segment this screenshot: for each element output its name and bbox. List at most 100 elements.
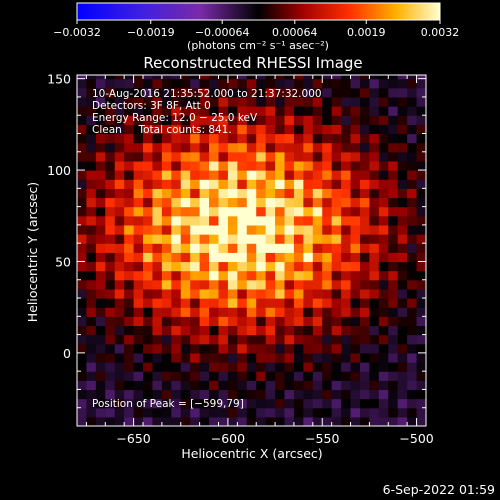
heatmap-cell: [152, 353, 162, 363]
heatmap-cell: [96, 188, 106, 198]
heatmap-cell: [266, 362, 276, 372]
heatmap-cell: [152, 307, 162, 317]
heatmap-cell: [266, 161, 276, 171]
heatmap-cell: [285, 143, 295, 153]
heatmap-cell: [294, 234, 304, 244]
heatmap-cell: [341, 124, 351, 134]
heatmap-cell: [237, 271, 247, 281]
heatmap-cell: [285, 179, 295, 189]
heatmap-cell: [313, 389, 323, 399]
heatmap-cell: [162, 170, 172, 180]
heatmap-cell: [190, 307, 200, 317]
colorbar-gradient: [77, 3, 440, 20]
heatmap-cell: [407, 88, 417, 98]
heatmap-cell: [96, 143, 106, 153]
heatmap-cell: [313, 261, 323, 271]
heatmap-cell: [379, 417, 389, 427]
heatmap-cell: [256, 353, 266, 363]
heatmap-cell: [96, 170, 106, 180]
heatmap-cell: [388, 124, 398, 134]
heatmap-cell: [322, 216, 332, 226]
heatmap-cell: [294, 106, 304, 116]
heatmap-cell: [332, 307, 342, 317]
heatmap-cell: [181, 289, 191, 299]
heatmap-cell: [105, 271, 115, 281]
heatmap-cell: [134, 353, 144, 363]
heatmap-cell: [171, 344, 181, 354]
heatmap-cell: [218, 161, 228, 171]
heatmap-cell: [162, 161, 172, 171]
heatmap-cell: [388, 134, 398, 144]
heatmap-cell: [77, 280, 87, 290]
heatmap-cell: [77, 152, 87, 162]
heatmap-cell: [313, 188, 323, 198]
heatmap-cell: [294, 298, 304, 308]
heatmap-cell: [247, 325, 257, 335]
heatmap-cell: [256, 280, 266, 290]
heatmap-cell: [360, 134, 370, 144]
heatmap-cell: [171, 197, 181, 207]
heatmap-cell: [200, 344, 210, 354]
heatmap-cell: [200, 179, 210, 189]
heatmap-cell: [266, 335, 276, 345]
annotation-time-range: 10-Aug-2016 21:35:52.000 to 21:37:32.000: [92, 88, 322, 100]
heatmap-cell: [134, 216, 144, 226]
heatmap-cell: [294, 170, 304, 180]
heatmap-cell: [190, 188, 200, 198]
heatmap-cell: [115, 234, 125, 244]
heatmap-cell: [351, 188, 361, 198]
heatmap-cell: [266, 79, 276, 89]
heatmap-cell: [256, 79, 266, 89]
heatmap-cell: [86, 371, 96, 381]
heatmap-cell: [115, 243, 125, 253]
heatmap-cell: [332, 399, 342, 409]
heatmap-cell: [285, 252, 295, 262]
heatmap-cell: [181, 325, 191, 335]
heatmap-cell: [294, 325, 304, 335]
heatmap-cell: [407, 325, 417, 335]
heatmap-cell: [256, 115, 266, 125]
heatmap-cell: [96, 197, 106, 207]
heatmap-cell: [379, 106, 389, 116]
heatmap-cell: [162, 362, 172, 372]
heatmap-cell: [407, 417, 417, 427]
heatmap-cell: [303, 207, 313, 217]
heatmap-cell: [143, 316, 153, 326]
heatmap-cell: [124, 179, 134, 189]
heatmap-cell: [237, 252, 247, 262]
heatmap-cell: [388, 152, 398, 162]
heatmap-cell: [105, 70, 115, 80]
heatmap-cell: [351, 408, 361, 418]
heatmap-cell: [96, 234, 106, 244]
heatmap-cell: [96, 161, 106, 171]
heatmap-cell: [105, 417, 115, 427]
heatmap-cell: [171, 417, 181, 427]
heatmap-cell: [105, 179, 115, 189]
heatmap-cell: [275, 115, 285, 125]
heatmap-cell: [256, 179, 266, 189]
heatmap-cell: [303, 106, 313, 116]
heatmap-cell: [322, 252, 332, 262]
heatmap-cell: [77, 344, 87, 354]
heatmap-cell: [124, 234, 134, 244]
heatmap-cell: [351, 179, 361, 189]
heatmap-cell: [152, 152, 162, 162]
heatmap-cell: [237, 207, 247, 217]
heatmap-cell: [247, 225, 257, 235]
heatmap-cell: [200, 197, 210, 207]
heatmap-cell: [200, 207, 210, 217]
x-tick-label: −550: [305, 431, 339, 446]
heatmap-cell: [351, 234, 361, 244]
heatmap-cell: [313, 152, 323, 162]
heatmap-cell: [96, 79, 106, 89]
heatmap-cell: [341, 243, 351, 253]
heatmap-cell: [134, 307, 144, 317]
heatmap-cell: [171, 207, 181, 217]
heatmap-cell: [190, 170, 200, 180]
heatmap-cell: [200, 271, 210, 281]
heatmap-cell: [322, 362, 332, 372]
heatmap-cell: [369, 271, 379, 281]
heatmap-cell: [379, 216, 389, 226]
x-axis-label: Heliocentric X (arcsec): [181, 446, 322, 461]
heatmap-cell: [360, 106, 370, 116]
